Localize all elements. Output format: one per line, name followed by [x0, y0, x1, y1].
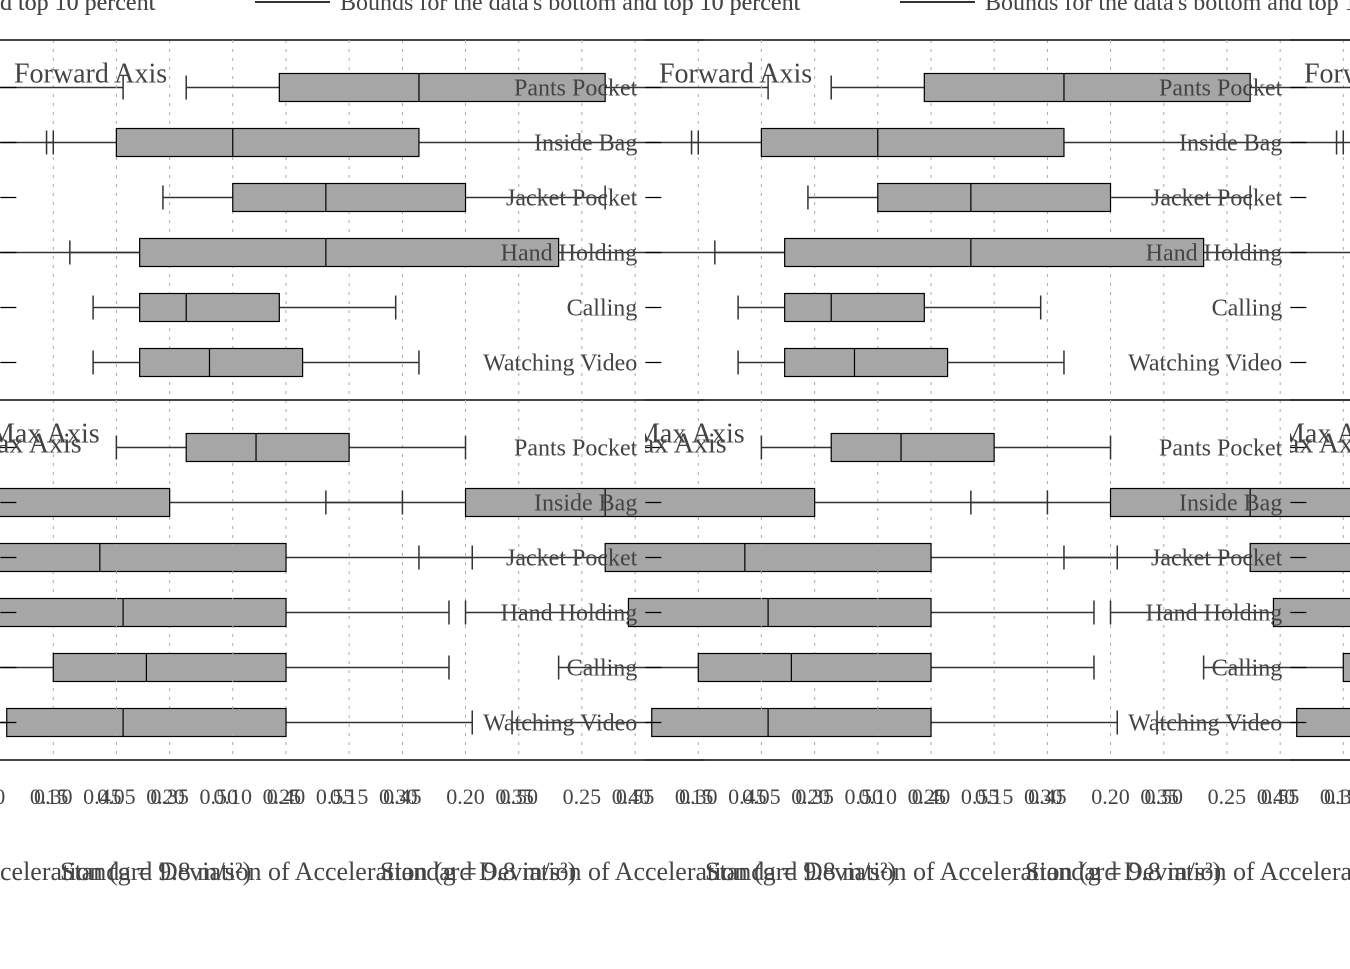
category-label: Pants Pocket	[514, 76, 638, 102]
svg-text:0.15: 0.15	[30, 784, 69, 809]
svg-text:Bounds for the data's bottom a: Bounds for the data's bottom and top 10 …	[1290, 0, 1350, 16]
category-label: Hand Holding	[1146, 601, 1283, 627]
tile: Range for data's middle halfRange for da…	[645, 0, 1350, 929]
box	[140, 349, 303, 377]
x-tick-label: 0.10	[859, 784, 898, 809]
x-tick-label: 0.25	[563, 784, 602, 809]
category-label: Calling	[1212, 656, 1283, 682]
category-label: Watching Video	[483, 351, 637, 377]
category-label: Pants Pocket	[514, 436, 638, 462]
category-label: Hand Holding	[501, 601, 638, 627]
box	[233, 184, 466, 212]
panel-title: Max Axis	[645, 429, 727, 460]
box	[785, 294, 925, 322]
svg-text:Bounds for the data's bottom a: Bounds for the data's bottom and top 10 …	[645, 0, 801, 16]
category-label: Calling	[567, 296, 638, 322]
svg-text:0.20: 0.20	[791, 784, 830, 809]
svg-text:0.30: 0.30	[379, 784, 418, 809]
category-label: Jacket Pocket	[1151, 186, 1283, 212]
svg-text:0.20: 0.20	[146, 784, 185, 809]
box	[831, 434, 994, 462]
chart-tile: Range for data's middle halfRange for da…	[1290, 0, 1350, 929]
category-label: Calling	[567, 656, 638, 682]
panel-title: Max Axis	[1290, 429, 1350, 460]
panel-title: Max Axis	[0, 429, 82, 460]
svg-text:Bounds for the data's bottom a: Bounds for the data's bottom and top 10 …	[0, 0, 156, 16]
category-label: Watching Video	[483, 711, 637, 737]
category-label: Inside Bag	[1179, 491, 1282, 517]
category-label: Hand Holding	[501, 241, 638, 267]
svg-text:0.25: 0.25	[263, 784, 302, 809]
chart-tile: Range for data's middle halfRange for da…	[645, 0, 1350, 929]
svg-text:0.30: 0.30	[1024, 784, 1063, 809]
category-label: Jacket Pocket	[506, 186, 638, 212]
box	[140, 239, 559, 267]
svg-text:0.25: 0.25	[908, 784, 947, 809]
box	[186, 434, 349, 462]
category-label: Jacket Pocket	[1151, 546, 1283, 572]
figure-stage: Range for data's middle halfRange for da…	[0, 0, 1350, 969]
box	[116, 129, 419, 157]
box	[140, 294, 280, 322]
x-tick-label: 0.05	[742, 784, 781, 809]
category-label: Inside Bag	[534, 491, 637, 517]
x-tick-label: 0.15	[975, 784, 1014, 809]
category-label: Pants Pocket	[1159, 76, 1283, 102]
x-tick-label: 0.20	[446, 784, 485, 809]
box	[878, 184, 1111, 212]
category-label: Watching Video	[1128, 711, 1282, 737]
svg-text:0.15: 0.15	[1320, 784, 1350, 809]
x-tick-label: 0.15	[330, 784, 369, 809]
box	[785, 349, 948, 377]
box	[785, 239, 1204, 267]
category-label: Jacket Pocket	[506, 546, 638, 572]
svg-text:0.35: 0.35	[495, 784, 534, 809]
tile: Range for data's middle halfRange for da…	[1290, 0, 1350, 929]
x-tick-label: 0.10	[214, 784, 253, 809]
svg-text:0.15: 0.15	[675, 784, 714, 809]
x-tick-label: 0.05	[97, 784, 136, 809]
category-label: Calling	[1212, 296, 1283, 322]
svg-text:0.35: 0.35	[1140, 784, 1179, 809]
box	[761, 129, 1064, 157]
category-label: Pants Pocket	[1159, 436, 1283, 462]
x-tick-label: 0.25	[1208, 784, 1247, 809]
category-label: Inside Bag	[534, 131, 637, 157]
x-tick-label: 0.20	[1091, 784, 1130, 809]
category-label: Hand Holding	[1146, 241, 1283, 267]
category-label: Watching Video	[1128, 351, 1282, 377]
category-label: Inside Bag	[1179, 131, 1282, 157]
